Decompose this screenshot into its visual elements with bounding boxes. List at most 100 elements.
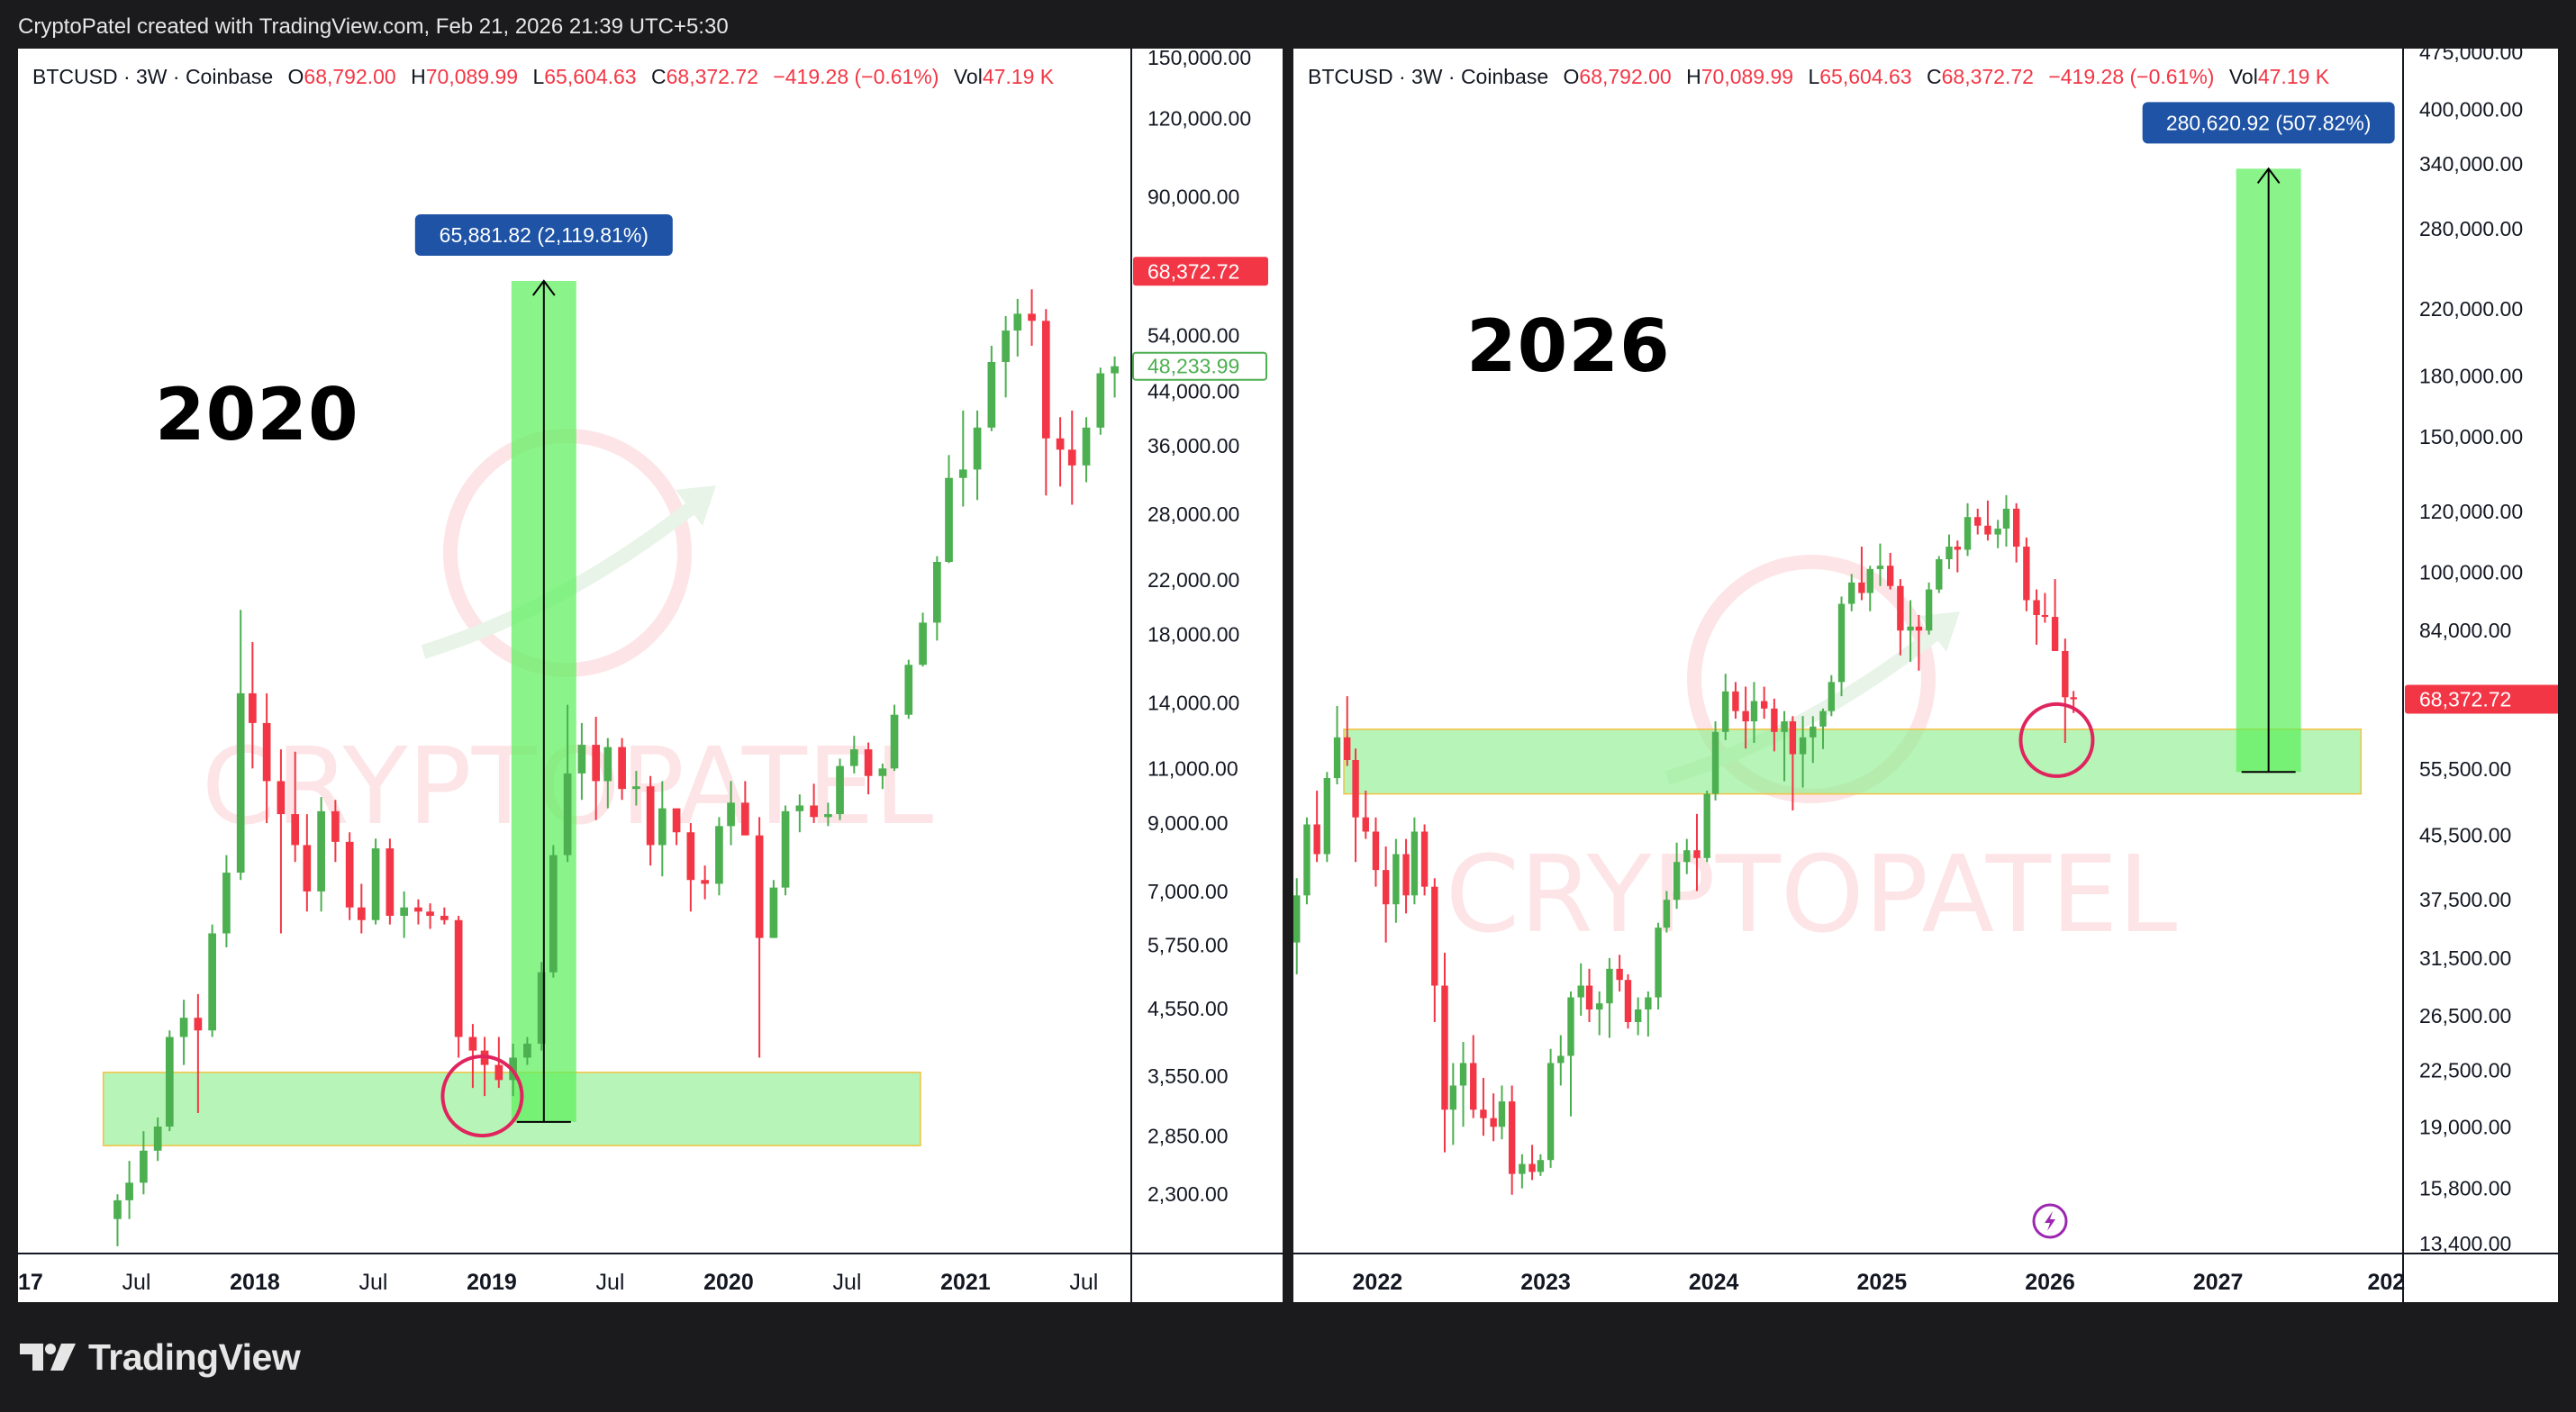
candle [371,838,380,925]
candle [1056,417,1065,487]
time-axis-label: 2019 [467,1270,517,1295]
price-axis-label: 180,000.00 [2419,365,2523,388]
candle-body [2012,508,2020,548]
candle [165,1030,174,1132]
last-price-label: 68,372.72 [2419,688,2511,711]
candle-body [1293,895,1301,943]
candle-body [277,781,286,815]
chart-panel-2020[interactable]: CRYPTOPATEL65,881.82 (2,119.81%)150,000.… [18,49,1283,1302]
candle [592,716,601,820]
touch-circle-marker [2018,701,2095,778]
candle [658,781,667,877]
indicator-price-label: 48,233.99 [1147,355,1239,378]
candle [1742,686,1749,749]
candle [2023,537,2030,611]
candle-body [1111,366,1119,374]
time-axis-label: 2018 [230,1270,280,1295]
candle [1420,824,1429,896]
chart-canvas-2026[interactable]: CRYPTOPATEL 280,620.92 (507.82%) 475,000.0… [1293,49,2558,1302]
candle-body [1624,980,1632,1023]
tradingview-logo[interactable]: TradingView [20,1335,301,1380]
candle [1459,1042,1467,1127]
candle-body [1323,778,1331,855]
candle-body [1616,968,1623,981]
candle-body [672,808,681,833]
time-axis-label: 2024 [1689,1270,1739,1295]
candle-body [1858,582,1865,593]
chart-canvas-2020[interactable]: CRYPTOPATEL65,881.82 (2,119.81%)150,000.… [18,49,1283,1302]
candle [1577,963,1584,1016]
candle [987,346,996,431]
candle [1925,582,1933,635]
candle-body [1974,517,1982,526]
candle-body [208,933,216,1031]
candle [1732,682,1739,720]
candle [1362,791,1369,839]
candle-body [236,692,245,873]
candle [317,797,325,912]
symbol-label[interactable]: BTCUSD · 3W · Coinbase [1308,65,1549,88]
candle [303,814,312,912]
volume-key: Vol [953,65,983,88]
tradingview-wordmark: TradingView [88,1335,301,1378]
low-key: L [1808,65,1820,88]
symbol-label[interactable]: BTCUSD · 3W · Coinbase [32,65,274,88]
watermark-arrow-head [676,485,716,526]
high-value: 70,089.99 [1701,65,1794,88]
price-axis-label: 13,400.00 [2419,1232,2511,1255]
candle [1111,356,1119,398]
price-axis-label: 45,500.00 [2419,824,2511,847]
candle-body [890,714,899,769]
price-axis-label: 120,000.00 [2419,500,2523,523]
candle-body [1915,626,1923,631]
candle-body [454,919,463,1037]
time-axis-label: 2021 [940,1270,991,1295]
candle-body [563,773,572,855]
price-axis-label: 150,000.00 [1147,49,1251,69]
chart-panel-2026[interactable]: CRYPTOPATEL 280,620.92 (507.82%) 475,000.0… [1293,49,2558,1302]
candle [1498,1085,1506,1140]
open-value: 68,792.00 [304,65,396,88]
candle-body [262,722,271,782]
candle-body [1313,824,1320,855]
candle [523,1036,531,1065]
volume-key: Vol [2228,65,2258,88]
candle-body [1711,731,1719,794]
candle-body [1519,1163,1526,1174]
candle-body [715,826,723,884]
candle [727,781,735,846]
candle [1634,997,1642,1036]
candle [125,1161,133,1219]
candle-body [1799,737,1807,755]
candle-body [1402,854,1410,896]
candle-body [945,477,953,562]
candle [1645,991,1652,1037]
candle-body [1925,589,1933,631]
candle-body [371,848,380,920]
candle-body [2070,697,2077,700]
last-price-label: 68,372.72 [1147,259,1239,283]
candle-body [878,768,887,776]
candle-body [810,805,818,818]
candle-body [658,808,667,846]
measure-arrow-icon [2256,167,2281,184]
watermark-text: CRYPTOPATEL [1446,832,2178,956]
candle [646,775,655,866]
candle-body [1480,1109,1487,1118]
candle-body [795,805,804,811]
candle [345,832,354,920]
candle-body [165,1036,174,1127]
candle-body [987,361,996,428]
candle [1028,289,1036,347]
time-axis-label: Jul [358,1270,387,1295]
candle [262,692,271,823]
price-axis-label: 31,500.00 [2419,946,2511,970]
measure-badge-label: 65,881.82 (2,119.81%) [440,223,649,247]
candle [153,1117,162,1162]
candle [494,1036,503,1089]
candle-body [1041,321,1050,439]
candle [1303,817,1311,905]
candle-body [1528,1163,1536,1172]
candle-body [1420,831,1429,887]
candle [1964,502,1972,557]
